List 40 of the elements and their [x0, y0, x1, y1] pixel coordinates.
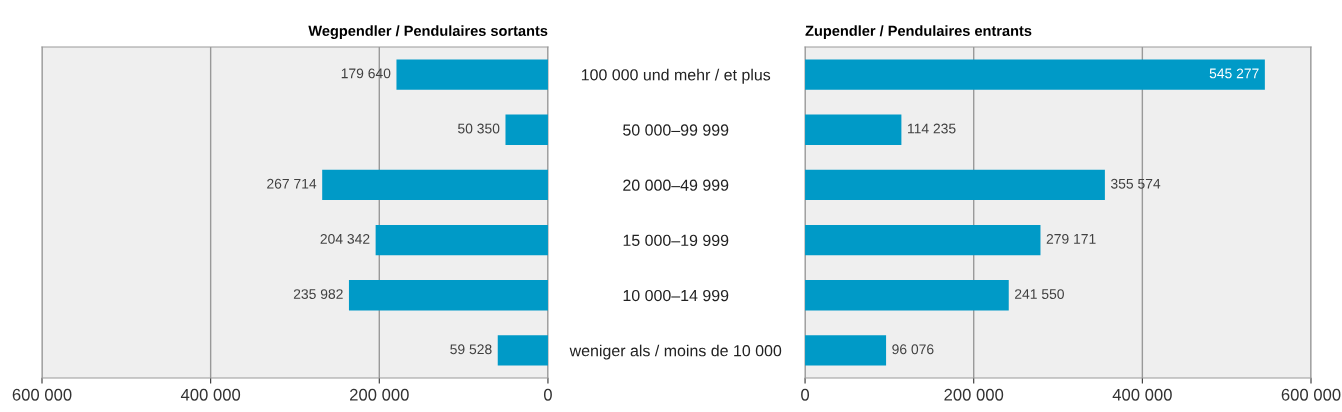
y-tick-label: 50 000–99 999: [623, 124, 729, 136]
x-tick-label: 200 000: [944, 388, 1004, 401]
y-tick-label: weniger als / moins de 10 000: [569, 344, 782, 360]
bar: [348, 280, 548, 311]
y-tick-label: 10 000–14 999: [623, 289, 729, 302]
bar: [805, 335, 887, 366]
bar: [322, 169, 548, 201]
data-label: 179 640: [341, 68, 391, 79]
y-tick-label: 100 000 und mehr / et plus: [581, 68, 771, 84]
data-label: 50 350: [458, 123, 500, 134]
bar: [505, 114, 548, 145]
data-label: 204 342: [320, 233, 370, 244]
x-tick-label: 400 000: [1112, 388, 1172, 401]
y-tick-label: 15 000–19 999: [623, 234, 729, 247]
data-label: 114 235: [908, 123, 956, 134]
bar: [375, 224, 548, 256]
x-tick-label: 0: [543, 388, 552, 401]
x-tick-label: 600 000: [1281, 388, 1341, 401]
bar: [805, 280, 1009, 311]
bar: [805, 59, 1265, 90]
data-label: 241 550: [1015, 289, 1064, 299]
bar: [805, 224, 1041, 256]
y-tick-label: 20 000–49 999: [623, 179, 729, 191]
data-label: 267 714: [267, 178, 317, 189]
chart-title: Wegpendler / Pendulaires sortants: [308, 25, 548, 39]
data-label: 355 574: [1110, 178, 1161, 189]
data-label: 235 982: [293, 289, 343, 299]
x-tick-label: 0: [801, 388, 810, 401]
data-label: 279 171: [1046, 233, 1096, 244]
data-label: 545 277: [1209, 68, 1259, 79]
x-tick-label: 400 000: [180, 388, 241, 401]
bar: [805, 114, 902, 145]
x-tick-label: 600 000: [12, 388, 72, 401]
bar: [396, 59, 548, 90]
x-tick-label: 200 000: [350, 388, 409, 401]
chart-title: Zupendler / Pendulaires entrants: [805, 25, 1032, 39]
bar: [805, 169, 1105, 201]
data-label: 59 528: [450, 344, 492, 355]
data-label: 96 076: [892, 344, 934, 355]
bar: [497, 335, 548, 366]
